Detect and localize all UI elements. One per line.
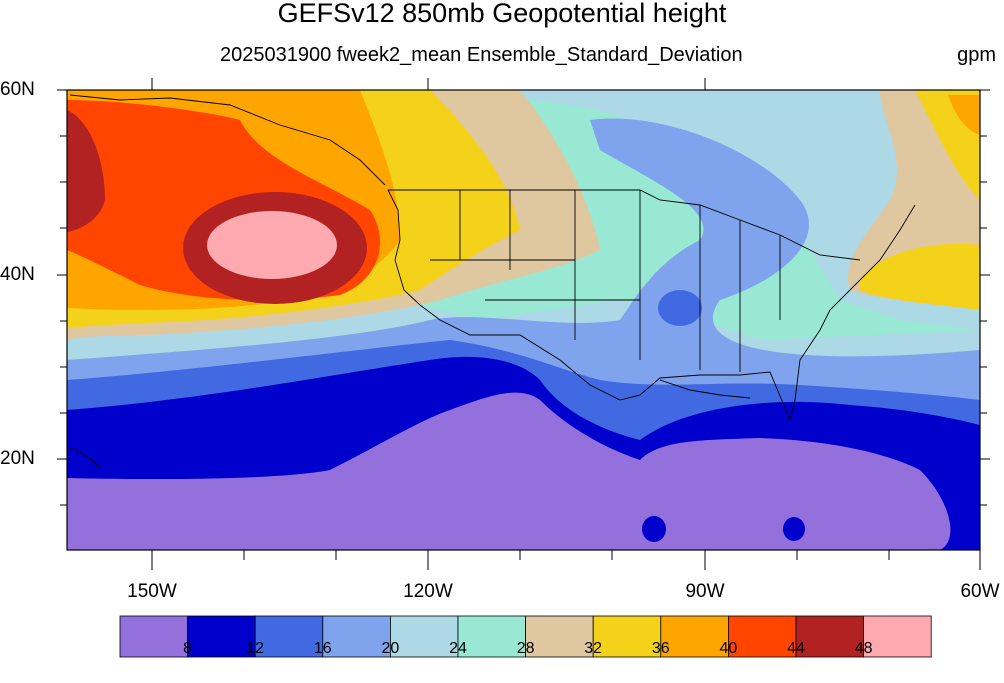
contour-field <box>67 90 980 550</box>
colorbar-swatch <box>457 615 526 658</box>
contour-fill-12-islet-1 <box>642 516 666 542</box>
units-label: gpm <box>957 44 996 66</box>
colorbar-swatch <box>119 615 188 658</box>
colorbar-level-label: 16 <box>313 640 332 657</box>
contour-fill-48-west <box>67 110 105 232</box>
coastlines <box>69 94 916 469</box>
axis-ticks <box>57 78 990 570</box>
colorbar-level-label: 20 <box>381 640 400 657</box>
colorbar-level-label: 36 <box>651 640 670 657</box>
colorbar-level-label: 8 <box>183 640 193 657</box>
contour-fill-12-islet-2 <box>783 517 805 541</box>
contour-fill-36-ne <box>860 243 980 310</box>
colorbar-level-label: 44 <box>787 640 805 657</box>
colorbar-swatch <box>660 615 729 658</box>
colorbar-swatch <box>795 615 864 658</box>
lat-label-60n: 60N <box>0 79 35 100</box>
colorbar-level-label: 28 <box>516 640 535 657</box>
contour-fill-20 <box>67 118 980 400</box>
colorbar-swatch <box>863 615 932 658</box>
map-border <box>66 89 981 551</box>
colorbar-level-label: 40 <box>719 640 738 657</box>
colorbar-level-label: 32 <box>584 640 603 657</box>
contour-fill-52 <box>207 211 337 279</box>
colorbar-level-label: 12 <box>246 640 265 657</box>
chart-subtitle: 2025031900 fweek2_mean Ensemble_Standard… <box>220 44 743 66</box>
lat-label-40n: 40N <box>0 264 35 285</box>
contour-fill-8 <box>67 392 951 550</box>
colorbar-swatch <box>728 615 797 658</box>
contour-fill-16-blob <box>658 290 702 326</box>
colorbar-swatch <box>525 615 594 658</box>
colorbar-level-label: 48 <box>854 640 873 657</box>
lon-label-90w: 90W <box>685 581 725 602</box>
lon-label-120w: 120W <box>403 581 453 602</box>
colorbar <box>119 615 932 658</box>
chart-title: GEFSv12 850mb Geopotential height <box>277 0 727 28</box>
lon-label-150w: 150W <box>127 581 177 602</box>
colorbar-swatch <box>322 615 391 658</box>
colorbar-level-label: 24 <box>449 640 467 657</box>
lat-label-20n: 20N <box>0 448 35 469</box>
lon-label-60w: 60W <box>960 581 1000 602</box>
contour-fill-40-ne <box>948 95 980 135</box>
